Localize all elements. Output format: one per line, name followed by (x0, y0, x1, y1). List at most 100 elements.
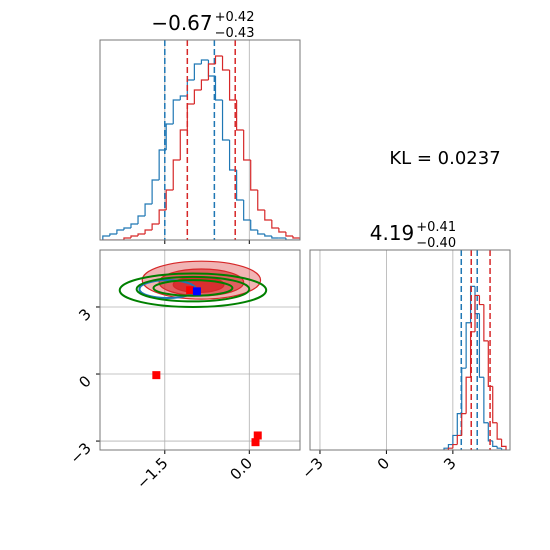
histogram-step (257, 190, 265, 211)
plot-area (100, 250, 300, 450)
histogram-step (487, 340, 493, 387)
histogram-step (496, 422, 502, 440)
panel-frame (309, 249, 511, 451)
histogram-step (257, 230, 265, 235)
contour (118, 272, 268, 308)
histogram-step (165, 123, 174, 150)
histogram-step (228, 70, 237, 101)
point (152, 371, 161, 380)
histogram-step (292, 236, 300, 240)
histogram-step (236, 170, 244, 201)
histogram-step (144, 229, 153, 234)
histogram-step (500, 448, 507, 450)
histogram-step (483, 377, 489, 424)
histogram-step (186, 103, 195, 130)
panel-frame (99, 249, 301, 451)
histogram-step (109, 233, 117, 236)
histogram-step (285, 232, 293, 237)
y-tick-label: 0 (75, 372, 94, 391)
histogram-step (250, 160, 258, 191)
histogram-step (447, 443, 453, 449)
point (192, 287, 201, 296)
x-tick-label: −3 (298, 454, 326, 482)
histogram-step (461, 413, 467, 436)
histogram-step (496, 446, 502, 449)
histogram-step (243, 200, 251, 221)
histogram-step (271, 220, 279, 229)
point (253, 431, 262, 440)
histogram-step (130, 235, 139, 238)
histogram-step (243, 130, 251, 161)
plot-area (102, 40, 300, 240)
histogram-step (452, 434, 458, 445)
plot-area (319, 250, 507, 450)
histogram-step (179, 95, 188, 100)
histogram-step (158, 149, 167, 180)
x-tick-label: 0 (374, 454, 393, 473)
contour (135, 275, 251, 303)
histogram-step (474, 294, 480, 332)
contour (152, 279, 234, 297)
histogram-step (492, 440, 498, 447)
histogram-step (200, 59, 209, 64)
histogram-step (172, 159, 181, 190)
histogram-step (165, 189, 174, 210)
y-tick-label: −3 (66, 439, 94, 467)
histogram-step (193, 63, 202, 80)
histogram-step (456, 413, 462, 436)
x-tick-label: 3 (440, 454, 459, 473)
histogram-step (137, 215, 146, 224)
histogram-step (228, 140, 237, 171)
histogram-step (214, 55, 223, 64)
histogram-step (221, 100, 230, 141)
histogram-step (483, 304, 489, 342)
histogram-step (447, 447, 453, 450)
histogram-step (200, 79, 209, 90)
title-upper: +0.42 (215, 10, 255, 25)
x-tick-label: 0.0 (227, 454, 257, 484)
histogram-step (236, 100, 244, 131)
histogram-step (158, 209, 167, 224)
histogram-step (151, 179, 160, 204)
histogram-step (123, 237, 131, 240)
histogram-step (264, 234, 272, 237)
histogram-step (250, 220, 258, 231)
title-lower: −0.40 (416, 236, 456, 251)
histogram-step (264, 210, 272, 221)
y-tick-label: 3 (75, 305, 94, 324)
histogram-step (443, 447, 449, 450)
histogram-step (207, 63, 216, 80)
panel-frame (99, 39, 301, 241)
title-lower: −0.43 (215, 26, 255, 41)
histogram-step (102, 235, 110, 240)
histogram-step (193, 89, 202, 104)
point (186, 286, 195, 295)
histogram-step (492, 386, 498, 424)
kl-annotation: KL = 0.0237 (389, 148, 500, 169)
histogram-step (465, 322, 471, 369)
histogram-step (465, 376, 471, 414)
histogram-step (285, 238, 293, 240)
x-tick-label: −1.5 (133, 454, 171, 492)
title-upper: +0.41 (416, 220, 456, 235)
panel-title: −0.67 (151, 11, 212, 35)
histogram-step (130, 223, 139, 228)
histogram-step (151, 223, 160, 230)
histogram-step (116, 229, 124, 234)
histogram-step (221, 56, 230, 71)
histogram-step (278, 228, 286, 233)
histogram-step (172, 99, 181, 124)
histogram-step (179, 129, 188, 160)
histogram-step (144, 203, 153, 216)
histogram-step (123, 227, 131, 230)
panel-title: 4.19 (370, 221, 415, 245)
histogram-step (487, 422, 493, 442)
histogram-step (478, 313, 484, 378)
histogram-step (478, 295, 484, 306)
histogram-step (186, 79, 195, 96)
histogram-step (461, 367, 467, 414)
histogram-step (137, 233, 146, 236)
histogram-step (500, 439, 507, 450)
histogram-step (271, 236, 279, 239)
